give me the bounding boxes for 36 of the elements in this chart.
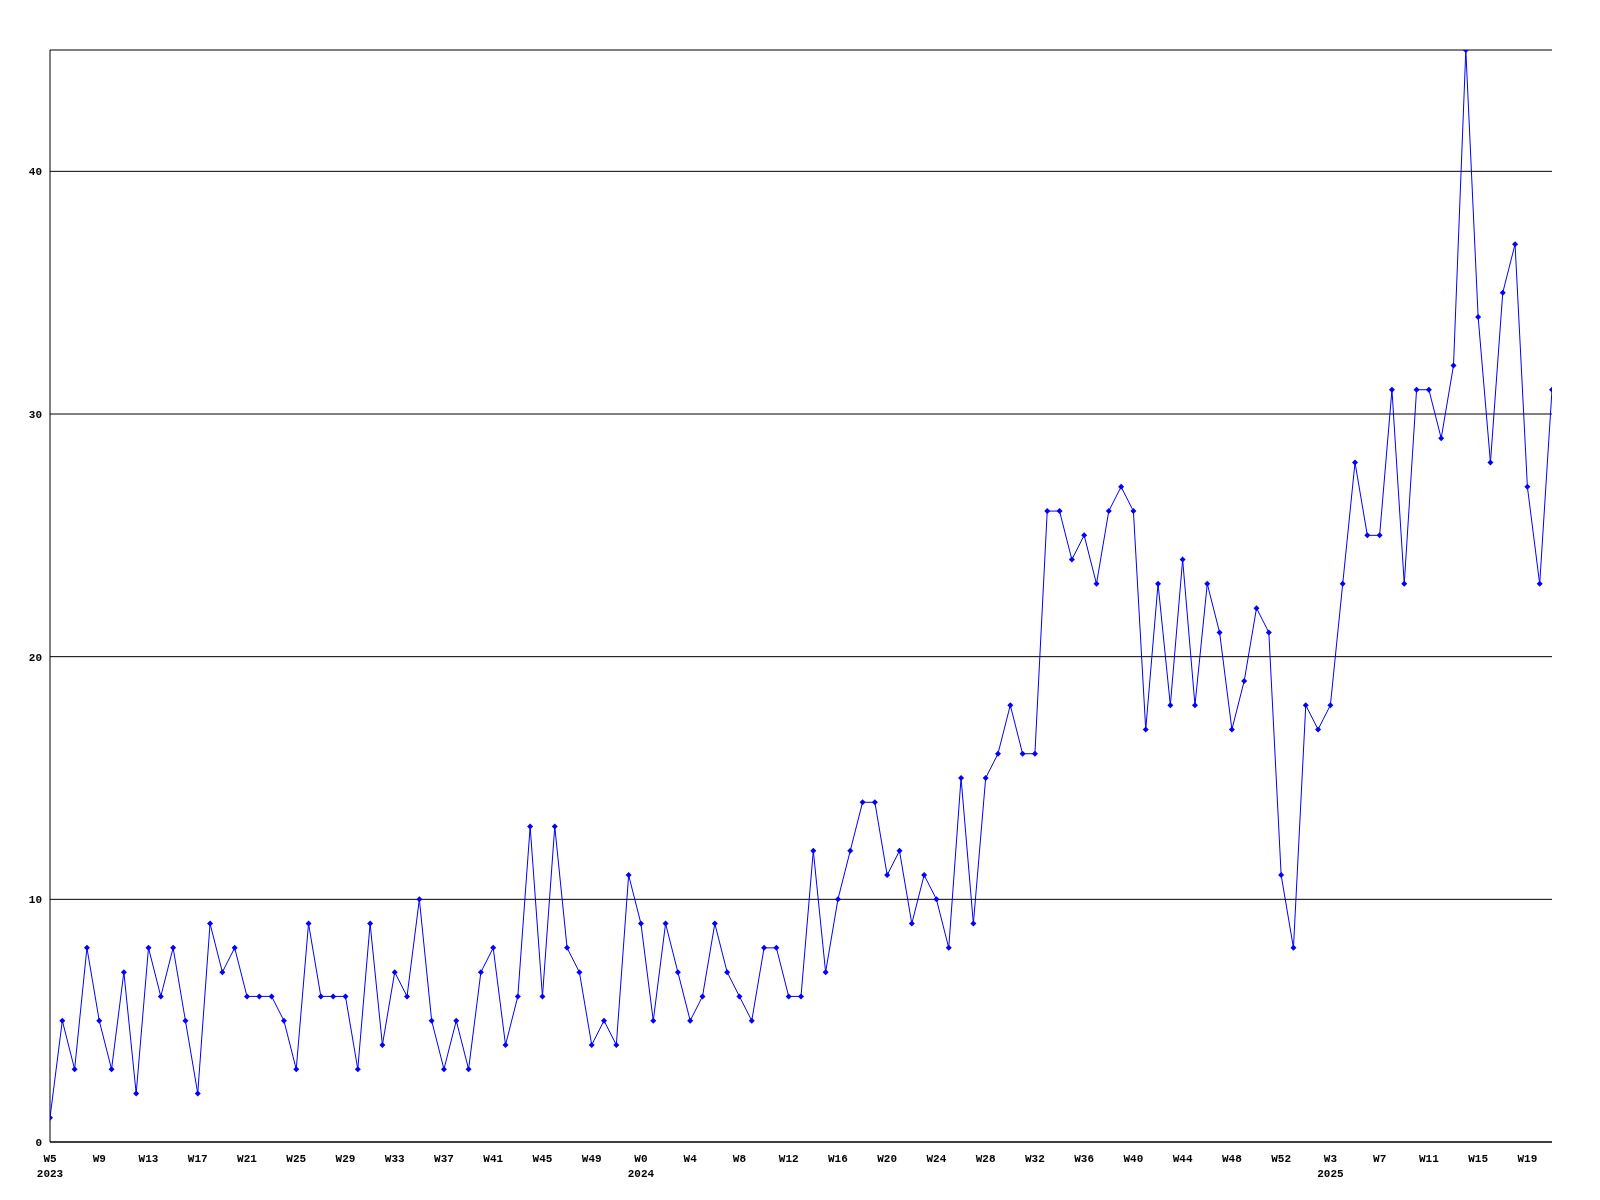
y-tick-label: 40 [28, 166, 42, 179]
x-tick-label: W19 [1517, 1153, 1538, 1165]
y-tick-label: 10 [28, 894, 42, 907]
x-tick-label: W45 [532, 1153, 553, 1165]
x-tick-label: W5 2023 [36, 1153, 64, 1180]
x-tick-label: W24 [926, 1153, 947, 1165]
y-tick-label: 0 [35, 1136, 42, 1149]
x-tick-label: W20 [877, 1153, 898, 1165]
x-tick-label: W29 [335, 1153, 356, 1165]
x-tick-label: W16 [828, 1153, 848, 1165]
x-tick-label: W7 [1373, 1153, 1387, 1165]
x-tick-label: W8 [732, 1153, 747, 1165]
x-tick-label: W4 [683, 1153, 698, 1165]
x-tick-label: W32 [1025, 1153, 1045, 1165]
x-tick-label: W36 [1074, 1153, 1095, 1165]
x-tick-label: W25 [286, 1153, 307, 1165]
x-tick-label: W40 [1123, 1153, 1144, 1165]
x-tick-label: W17 [187, 1153, 208, 1165]
x-tick-label: W3 2025 [1317, 1153, 1344, 1180]
x-tick-label: W15 [1468, 1153, 1489, 1165]
x-tick-label: W9 [92, 1153, 106, 1165]
x-tick-label: W12 [778, 1153, 799, 1165]
x-tick-label: W33 [384, 1153, 406, 1165]
y-tick-label: 20 [28, 651, 42, 664]
x-tick-label: W21 [237, 1153, 258, 1165]
x-tick-label: W28 [975, 1153, 996, 1165]
x-tick-label: W41 [483, 1153, 504, 1165]
x-tick-label: W37 [434, 1153, 454, 1165]
x-tick-label: W49 [581, 1153, 602, 1165]
x-tick-label: W11 [1418, 1153, 1440, 1165]
x-tick-label: W52 [1271, 1153, 1292, 1165]
x-tick-label: W0 2024 [627, 1153, 655, 1180]
y-tick-label: 30 [28, 408, 42, 421]
x-tick-label: W44 [1172, 1153, 1193, 1165]
x-tick-label: W48 [1222, 1153, 1243, 1165]
x-tick-label: W13 [138, 1153, 159, 1165]
